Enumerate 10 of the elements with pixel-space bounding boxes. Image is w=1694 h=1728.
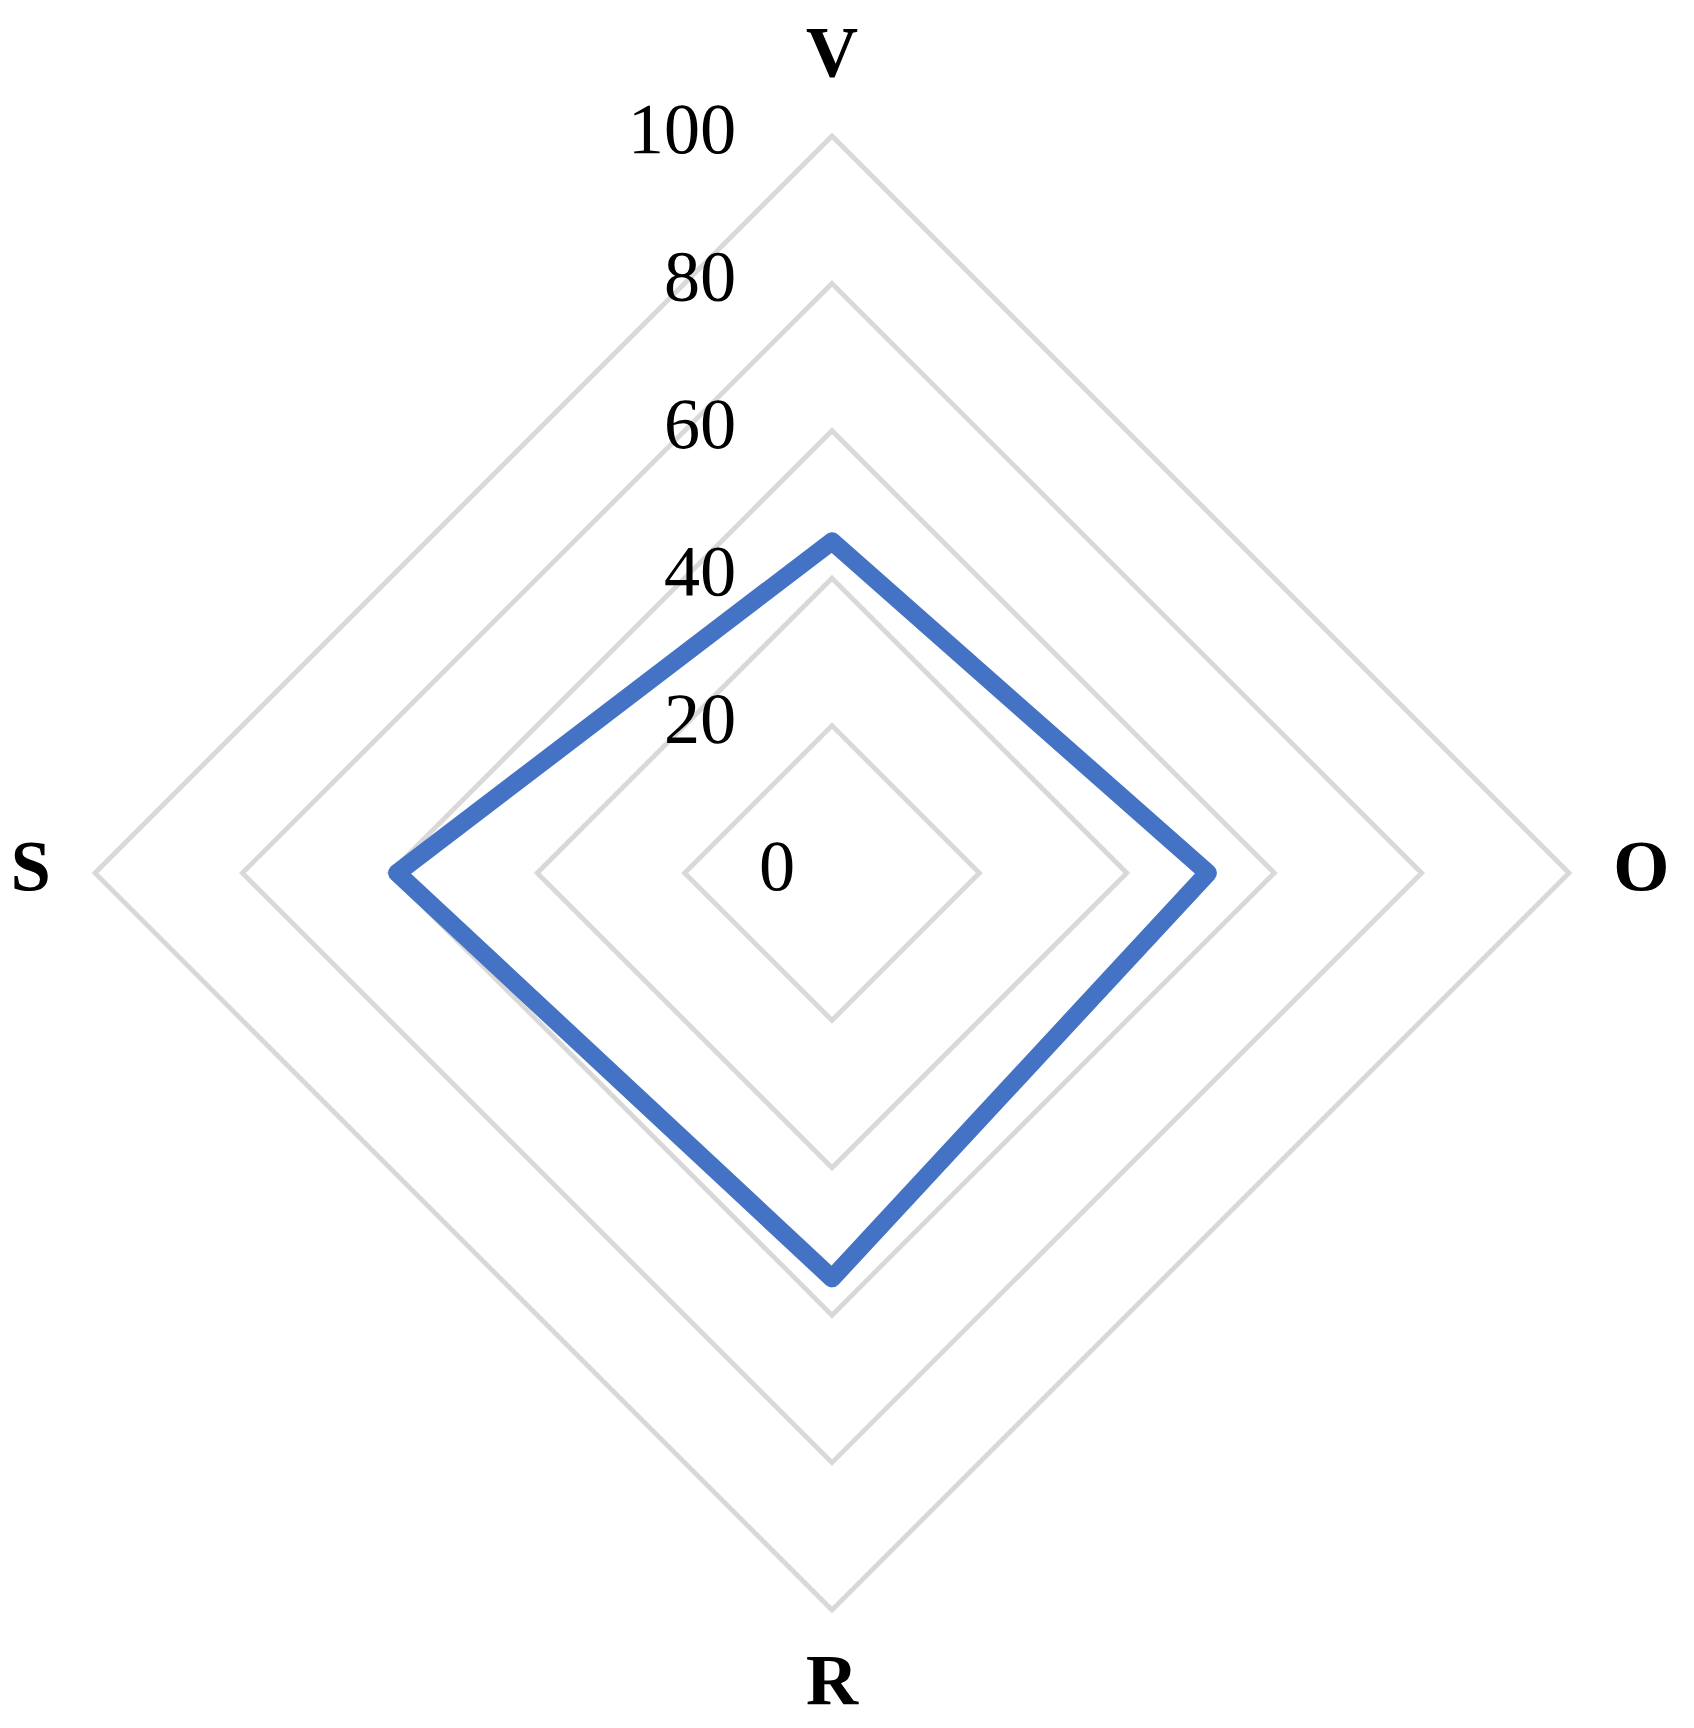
y-tick-label: 60 <box>667 400 734 449</box>
spoke-label: S <box>14 842 48 892</box>
spoke-label: V <box>806 29 858 78</box>
y-tick-label: 0 <box>761 842 793 892</box>
spoke-label: O <box>1616 842 1666 892</box>
y-tick-label: 20 <box>667 694 734 744</box>
spoke-label: R <box>807 1657 859 1705</box>
y-tick-label: 40 <box>665 547 734 597</box>
y-tick-label: 100 <box>634 105 734 155</box>
y-tick-label: 80 <box>666 252 734 302</box>
